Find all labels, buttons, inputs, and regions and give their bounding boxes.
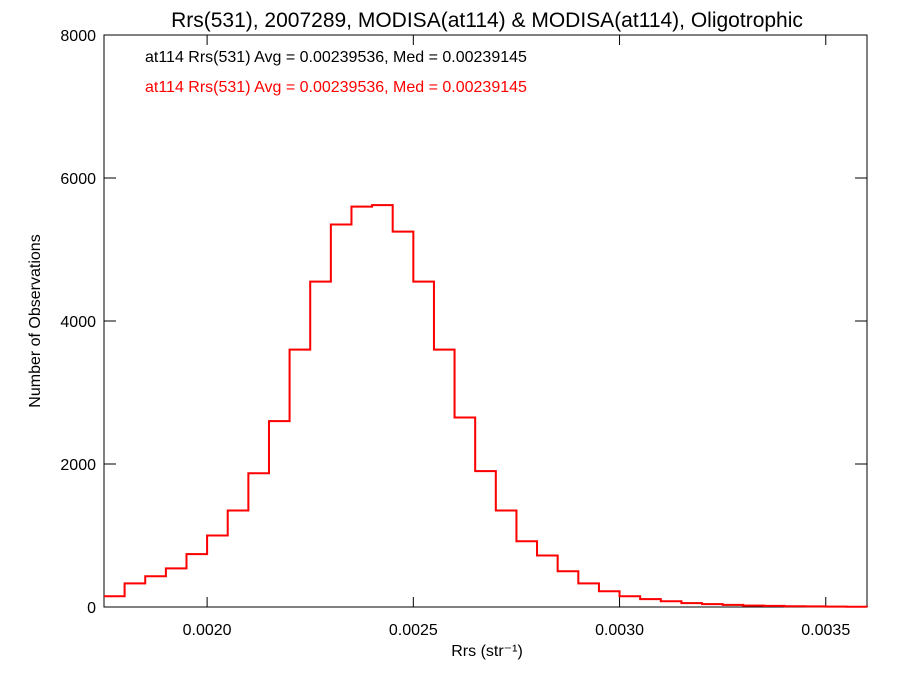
annotation-black: at114 Rrs(531) Avg = 0.00239536, Med = 0… (145, 49, 527, 66)
y-axis-label: Number of Observations (27, 234, 44, 407)
chart-title: Rrs(531), 2007289, MODISA(at114) & MODIS… (171, 9, 803, 32)
y-tick-label: 6000 (60, 171, 96, 188)
x-tick-label: 0.0025 (389, 622, 438, 639)
x-tick-label: 0.0020 (183, 622, 232, 639)
x-tick-label: 0.0035 (801, 622, 850, 639)
histogram-series-red (104, 204, 868, 608)
x-axis-label: Rrs (str⁻¹) (451, 643, 523, 660)
y-tick-label: 2000 (60, 457, 96, 474)
series-layer (104, 204, 868, 608)
y-tick-label: 0 (87, 600, 96, 617)
y-tick-label: 8000 (60, 28, 96, 45)
y-tick-label: 4000 (60, 314, 96, 331)
plot-frame (103, 34, 868, 608)
x-tick-label: 0.0030 (595, 622, 644, 639)
histogram-series-black (104, 204, 868, 608)
annotation-red: at114 Rrs(531) Avg = 0.00239536, Med = 0… (145, 79, 527, 96)
axes: 0.0020 0.0025 0.0030 0.0035 0 2000 4000 6000 800… (60, 28, 867, 639)
